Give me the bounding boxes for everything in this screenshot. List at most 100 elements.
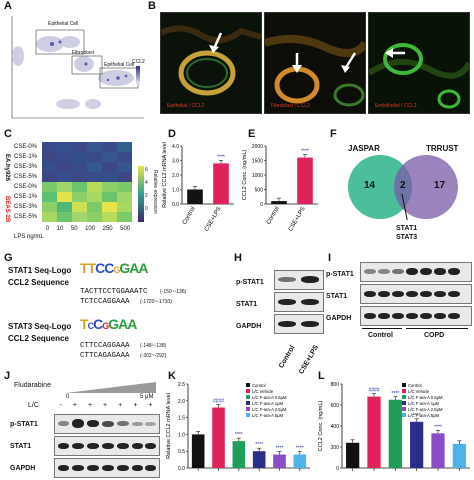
panel-label-d: D: [168, 128, 176, 140]
legend-label: L/C F-ara-A 5μM: [408, 413, 440, 418]
lane-sign: -: [59, 402, 62, 409]
heatmap-group-label-1: EA.hy926: [4, 154, 10, 182]
legend-label: L/C F-ara-A 1μM: [408, 401, 440, 406]
heatmap-row-label: CSE-0%: [14, 144, 38, 150]
heatmap-x-tick: 500: [120, 226, 131, 232]
legend-label: L/C F-ara-A 1μM: [252, 401, 284, 406]
legend-label: Control: [408, 383, 422, 388]
bar-chart-k: 0.0 0.5 1.0 1.5 2.0 2.5 Relative CCL2 mRNA lev…: [166, 382, 310, 472]
panel-label-f: F: [330, 128, 337, 140]
sequence-panel: STAT1 Seq-Logo TTCCGGAA CCL2 Sequence TA…: [8, 260, 234, 366]
y-tick-label: 400: [331, 424, 340, 430]
legend-label: L/C F-ara-A 0.5μM: [252, 395, 287, 400]
blot-i-group-copd: COPD: [424, 332, 445, 339]
significance-marker: ####: [368, 388, 379, 394]
significance-marker: ****: [434, 424, 442, 430]
blot-row-label: GAPDH: [236, 323, 262, 330]
heatmap-x-tick: 250: [102, 226, 113, 232]
blot-h-pstat1: [274, 270, 324, 290]
legend-swatch: [402, 413, 406, 417]
bar: [297, 157, 313, 204]
blot-j-gapdh: [54, 458, 160, 478]
bar: [213, 163, 229, 204]
panel-label-h: H: [234, 252, 242, 264]
heatmap-x-tick: 10: [56, 226, 64, 232]
blot-j-drug-label: Fludarabine: [14, 382, 51, 389]
umap-box-label-1: Epithelial Cell: [48, 21, 79, 27]
legend-swatch: [246, 395, 250, 399]
y-axis-label: CCL2 Conc. (ng/mL): [242, 150, 248, 201]
micrograph-3-caption: Endothelial / CCL2: [375, 103, 417, 109]
panel-label-e: E: [248, 128, 256, 140]
y-tick-label: 1.5: [178, 416, 185, 422]
bar: [187, 189, 203, 204]
y-tick-label: 800: [331, 382, 340, 388]
blot-h-stat1: [274, 292, 324, 312]
lane-sign: +: [148, 402, 153, 409]
panel-label-i: I: [328, 252, 332, 264]
bar: [212, 407, 225, 468]
bar-chart-e: 0 500 1000 1500 2000 CCL2 Conc. (ng/mL) Contro…: [242, 144, 318, 233]
y-tick-label: 1500: [252, 159, 263, 165]
legend-swatch: [402, 383, 406, 387]
blot-row-label: p-STAT1: [236, 279, 264, 286]
blot-i-group-control: Control: [368, 332, 393, 339]
blot-h-lane-1: Control: [278, 344, 297, 370]
heatmap-x-ticks: 0 10 50 100 250 500: [42, 226, 134, 232]
y-tick-label: 0.0: [172, 202, 179, 208]
legend-swatch: [402, 401, 406, 405]
significance-marker: ****: [296, 446, 304, 452]
colorbar-tick: 0: [145, 206, 148, 212]
blot-j-lane-signs: - + + + + + +: [54, 402, 158, 409]
blot-i-gapdh: [360, 306, 472, 326]
blot-row-label: p-STAT1: [10, 421, 38, 428]
y-tick-label: 2.0: [172, 173, 179, 179]
umap-box-label-3: Epithelial Cell: [104, 62, 135, 68]
colorbar-tick: 4: [145, 180, 148, 186]
stat3-logo-label: STAT3 Seq-Logo: [8, 322, 72, 331]
stat3-seq-2: CTTCAGAGAAA: [80, 352, 130, 360]
blot-j-pstat1: [54, 414, 160, 434]
heatmap-xlabel: LPS ng/mL: [14, 234, 44, 240]
y-tick-label: 600: [331, 403, 340, 409]
bar: [410, 421, 424, 468]
venn-overlap-count: 2: [400, 180, 406, 191]
stat1-seq-logo: TTCCGGAA: [80, 260, 149, 276]
legend-swatch: [246, 413, 250, 417]
stat3-seq-1: CTTCCAGGAAA: [80, 342, 130, 350]
significance-marker: ****: [255, 442, 263, 448]
micrograph-1-caption: Epithelial / CCL2: [167, 103, 205, 109]
micrograph-1: Epithelial / CCL2: [160, 12, 262, 114]
y-tick-label: 2000: [252, 144, 263, 150]
heatmap-row-label: CSE-3%: [14, 204, 38, 210]
y-tick-label: 4.0: [172, 144, 179, 150]
heatmap-row-label: CSE-1%: [14, 154, 38, 160]
legend-label: L/C Vehicle: [408, 389, 430, 394]
heatmap-x-tick: 50: [70, 226, 78, 232]
legend-swatch: [402, 407, 406, 411]
bar: [271, 201, 287, 204]
y-tick-label: 200: [331, 445, 340, 451]
panel-label-g: G: [4, 252, 13, 264]
venn-left-circle: [348, 155, 412, 219]
y-tick-label: 2.5: [178, 382, 185, 388]
umap-plot: Epithelial Cell Fibroblast Epithelial Ce…: [8, 12, 148, 124]
y-tick-label: 0: [336, 466, 339, 472]
bar: [191, 434, 205, 468]
venn-left-label: JASPAR: [348, 144, 380, 153]
lane-sign: +: [133, 402, 138, 409]
bar: [232, 441, 246, 468]
blot-row-label: p-STAT1: [326, 271, 354, 278]
blot-h-row-labels: p-STAT1 STAT1 GAPDH: [236, 272, 264, 338]
heatmap-row-label: CSE-1%: [14, 194, 38, 200]
blot-i-control-bracket: [362, 328, 402, 329]
heatmap-row-label: CSE-3%: [14, 164, 38, 170]
bar-chart-d: 0.0 1.0 2.0 3.0 4.0 Relative CCL2 mRNA level C…: [162, 142, 234, 233]
heatmap-colorbar-label: Relative expression: [152, 170, 158, 214]
blot-row-label: STAT1: [236, 301, 258, 308]
legend-swatch: [246, 389, 250, 393]
category-label: CSE+LPS: [204, 206, 223, 233]
legend-swatch: [246, 407, 250, 411]
venn-right-label: TRRUST: [426, 144, 459, 153]
stat3-pos-1: (-148~-138): [140, 343, 167, 349]
